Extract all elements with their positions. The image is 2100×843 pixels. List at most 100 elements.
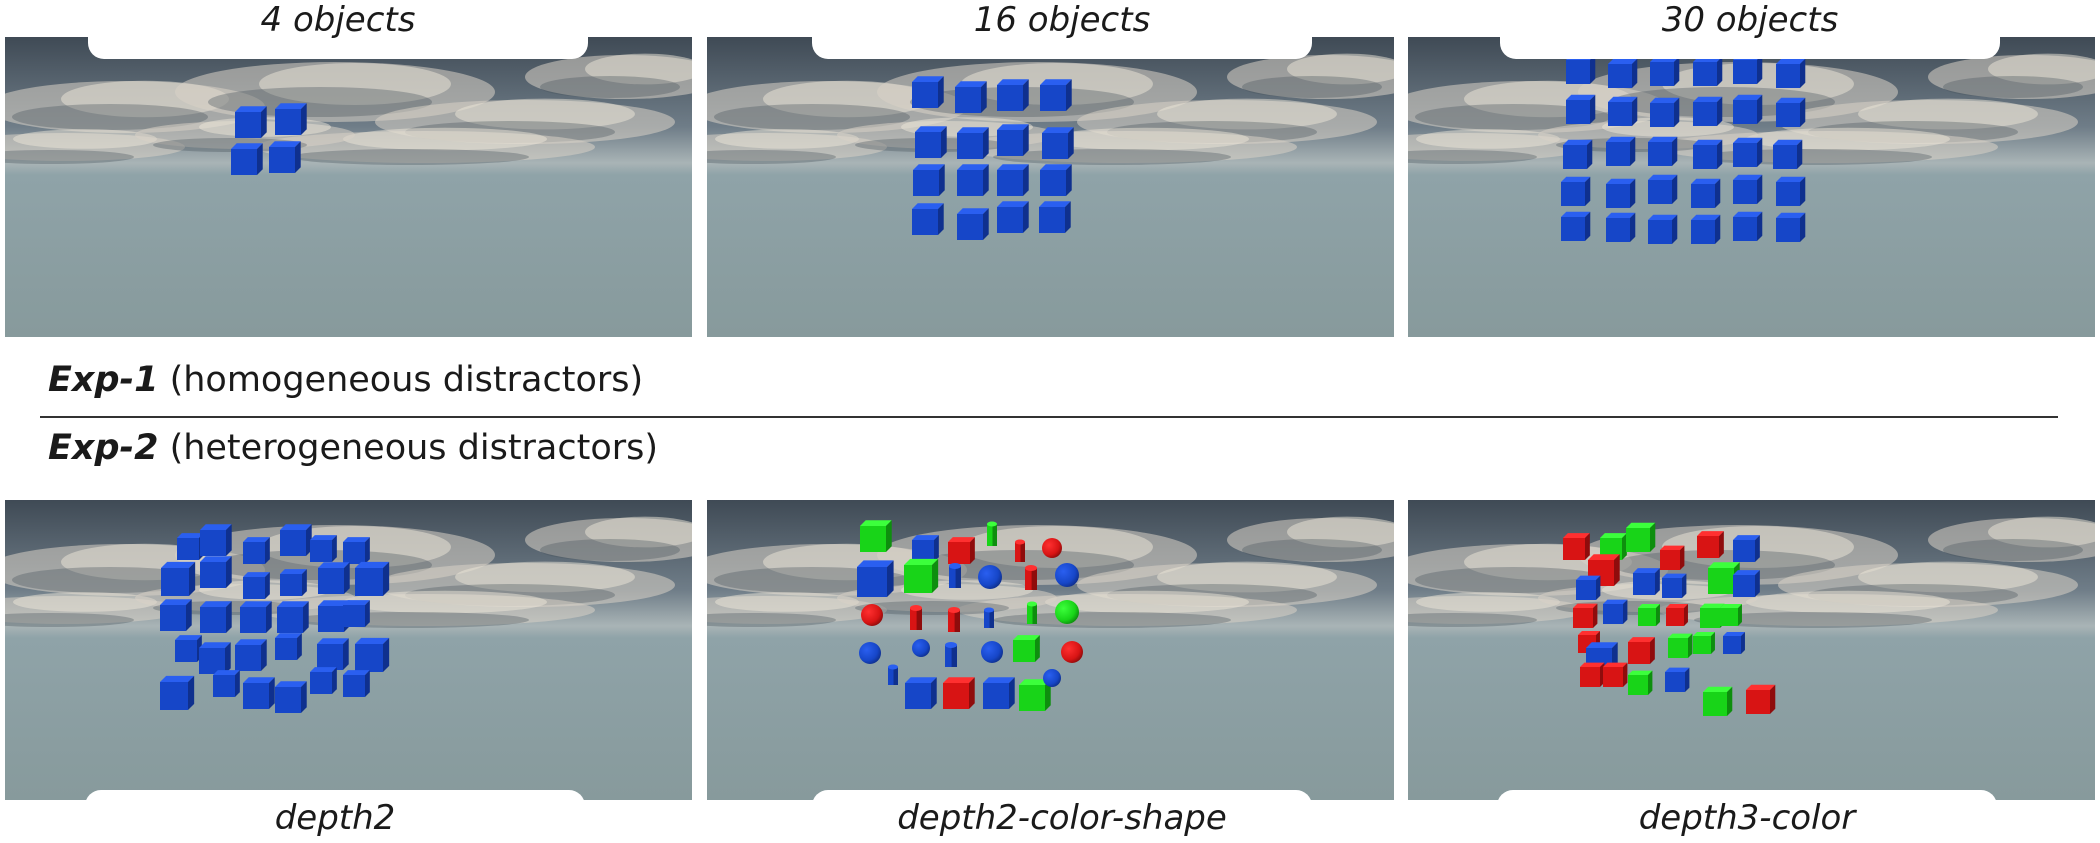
blue-cube [1650, 97, 1680, 127]
blue-cube [235, 639, 267, 671]
blue-cube [269, 141, 301, 173]
scene-depth2 [5, 500, 692, 800]
blue-cube [1606, 212, 1636, 242]
blue-cube [1561, 211, 1591, 241]
blue-cube [1648, 214, 1678, 244]
red-cylinder [1025, 565, 1037, 590]
blue-cube [310, 667, 337, 694]
blue-cube [275, 633, 302, 660]
blue-cube [983, 677, 1015, 709]
blue-cube [1693, 56, 1723, 86]
blue-cylinder [945, 642, 957, 667]
blue-cube [912, 535, 939, 562]
caption-tab [1500, 37, 2000, 59]
blue-cube [231, 143, 263, 175]
red-cube [1660, 545, 1685, 570]
red-sphere [1061, 641, 1083, 663]
blue-cube [957, 127, 989, 159]
blue-cube [175, 635, 202, 662]
scene-16-objects [707, 37, 1394, 337]
blue-cube [1563, 139, 1593, 169]
blue-cube [310, 535, 337, 562]
blue-cube [199, 642, 231, 674]
green-cube [1693, 632, 1715, 654]
scene-30-objects [1408, 37, 2095, 337]
blue-cube [1733, 174, 1763, 204]
blue-cube [1733, 211, 1763, 241]
blue-sphere [859, 642, 881, 664]
red-cube [1580, 662, 1605, 687]
divider [40, 416, 2058, 418]
blue-cube [343, 600, 370, 627]
caption-depth2: depth2 [274, 798, 396, 838]
blue-cube [213, 670, 240, 697]
blue-cube [857, 560, 894, 597]
blue-sphere [1055, 563, 1079, 587]
blue-cube [1733, 137, 1763, 167]
blue-sphere [1043, 669, 1061, 687]
green-cube [1628, 670, 1653, 695]
red-cube [1697, 531, 1724, 558]
panel-depth2 [5, 500, 692, 800]
blue-cube [200, 524, 232, 556]
blue-cube [1648, 174, 1678, 204]
blue-cube [997, 79, 1029, 111]
blue-cube [957, 164, 989, 196]
caption-tab [1497, 790, 1997, 812]
exp1-name: Exp-1 [48, 360, 159, 400]
blue-cylinder [949, 563, 961, 588]
panel-depth2-color-shape [707, 500, 1394, 800]
blue-cylinder [888, 664, 898, 685]
blue-cube [355, 561, 390, 596]
scene-depth2-color-shape [707, 500, 1394, 800]
blue-cube [1665, 667, 1690, 692]
green-cube [1638, 604, 1660, 626]
blue-cube [1561, 176, 1591, 206]
blue-cube [160, 675, 195, 710]
red-cylinder [910, 605, 922, 630]
blue-cube [912, 76, 944, 108]
blue-cube [915, 126, 947, 158]
red-cube [1628, 637, 1655, 664]
blue-cube [1040, 164, 1072, 196]
blue-cube [275, 681, 307, 713]
blue-cube [1606, 136, 1636, 166]
blue-cube [997, 124, 1029, 156]
red-cylinder [948, 607, 960, 632]
blue-cube [355, 637, 390, 672]
blue-cube [1566, 94, 1596, 124]
blue-cube [1039, 201, 1071, 233]
blue-cube [243, 572, 270, 599]
blue-cube [275, 103, 307, 135]
blue-cube [1776, 97, 1806, 127]
blue-cube [1723, 632, 1745, 654]
blue-cube [1733, 570, 1760, 597]
caption-4-objects: 4 objects [260, 0, 416, 40]
green-cylinder [987, 521, 997, 546]
exp1-label: Exp-1 (homogeneous distractors) [48, 360, 643, 400]
red-cube [1603, 662, 1628, 687]
exp2-desc: (heterogeneous distractors) [169, 428, 659, 468]
green-cube [1013, 635, 1040, 662]
blue-cube [1648, 136, 1678, 166]
red-cube [948, 537, 975, 564]
blue-cube [1576, 575, 1601, 600]
blue-cube [243, 537, 270, 564]
blue-cube [955, 81, 987, 113]
blue-cube [1733, 54, 1763, 84]
green-cube [1019, 679, 1051, 711]
panel-4-objects [5, 37, 692, 337]
blue-cube [280, 524, 312, 556]
blue-cube [160, 599, 192, 631]
caption-16-objects: 16 objects [973, 0, 1151, 40]
green-cube [1626, 522, 1656, 552]
caption-tab [88, 37, 588, 59]
blue-sphere [978, 565, 1002, 589]
green-sphere [1055, 600, 1079, 624]
caption-depth3-color: depth3-color [1638, 798, 1856, 838]
blue-cube [1633, 568, 1660, 595]
scene-4-objects [5, 37, 692, 337]
blue-sphere [981, 641, 1003, 663]
blue-cube [1691, 178, 1721, 208]
caption-tab [812, 37, 1312, 59]
